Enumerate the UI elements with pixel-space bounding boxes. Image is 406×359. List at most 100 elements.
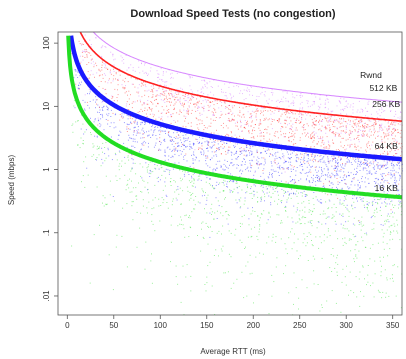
data-point	[298, 192, 299, 194]
data-point	[171, 93, 173, 95]
data-point	[388, 131, 390, 133]
data-point	[375, 148, 377, 150]
data-point	[172, 149, 174, 151]
data-point	[226, 161, 228, 162]
data-point	[395, 148, 397, 150]
data-point	[249, 117, 251, 119]
data-point	[167, 116, 169, 118]
data-point	[177, 283, 179, 285]
data-point	[370, 163, 372, 165]
data-point	[226, 211, 228, 212]
data-point	[184, 102, 185, 104]
data-point	[143, 103, 145, 105]
data-point	[205, 290, 207, 292]
data-point	[305, 145, 307, 147]
data-point	[312, 135, 314, 137]
data-point	[227, 134, 229, 136]
data-point	[144, 132, 145, 134]
data-point	[92, 146, 94, 148]
data-point	[268, 236, 270, 238]
data-point	[370, 113, 372, 115]
data-point	[199, 175, 201, 177]
data-point	[150, 101, 152, 102]
data-point	[380, 136, 382, 138]
data-point	[273, 112, 275, 114]
data-point	[151, 253, 152, 255]
data-point	[377, 289, 379, 291]
data-point	[82, 175, 84, 177]
data-point	[165, 85, 167, 87]
data-point	[170, 185, 172, 186]
data-point	[234, 147, 235, 148]
data-point	[392, 123, 394, 125]
data-point	[377, 113, 379, 115]
data-point	[158, 130, 160, 132]
data-point	[326, 120, 328, 122]
data-point	[294, 113, 296, 115]
data-point	[343, 120, 345, 122]
data-point	[225, 125, 227, 127]
data-point	[105, 142, 107, 144]
data-point	[234, 122, 236, 124]
data-point	[260, 152, 262, 154]
data-point	[121, 115, 123, 117]
data-point	[250, 116, 252, 118]
data-point	[399, 194, 400, 195]
data-point	[315, 166, 317, 168]
data-point	[337, 166, 339, 168]
data-point	[223, 184, 225, 186]
data-point	[130, 122, 132, 124]
data-point	[317, 177, 318, 179]
data-point	[352, 103, 354, 105]
data-point	[82, 59, 84, 61]
data-point	[220, 114, 222, 116]
data-point	[342, 108, 344, 110]
data-point	[174, 97, 176, 98]
data-point	[365, 126, 367, 128]
data-point	[177, 88, 179, 90]
data-point	[329, 267, 331, 269]
data-point	[354, 130, 356, 132]
data-point	[95, 101, 96, 103]
data-point	[267, 119, 269, 121]
data-point	[92, 61, 94, 63]
data-point	[202, 190, 204, 192]
data-point	[370, 161, 372, 163]
data-point	[161, 79, 162, 81]
data-point	[93, 145, 95, 147]
data-point	[216, 150, 217, 151]
data-point	[320, 103, 322, 105]
data-point	[84, 101, 86, 103]
data-point	[160, 144, 162, 146]
data-point	[301, 117, 303, 119]
data-point	[386, 221, 388, 223]
data-point	[240, 226, 241, 227]
data-point	[277, 99, 279, 101]
data-point	[316, 177, 318, 178]
data-point	[222, 91, 224, 93]
data-point	[251, 152, 253, 154]
data-point	[311, 119, 313, 121]
data-point	[302, 242, 304, 244]
data-point	[340, 118, 342, 120]
data-point	[146, 169, 148, 171]
data-point	[94, 118, 96, 120]
data-point	[332, 131, 333, 133]
data-point	[349, 131, 351, 133]
data-point	[362, 265, 364, 267]
data-point	[320, 120, 322, 122]
data-point	[349, 106, 351, 108]
data-point	[286, 199, 288, 201]
data-point	[241, 150, 243, 152]
data-point	[231, 119, 233, 121]
data-point	[191, 97, 193, 99]
data-point	[206, 127, 208, 129]
data-point	[220, 140, 222, 142]
data-point	[221, 144, 223, 145]
data-point	[166, 105, 168, 107]
data-point	[229, 189, 231, 191]
data-point	[115, 154, 117, 156]
data-point	[285, 210, 287, 212]
data-point	[72, 131, 74, 133]
data-point	[194, 204, 196, 206]
